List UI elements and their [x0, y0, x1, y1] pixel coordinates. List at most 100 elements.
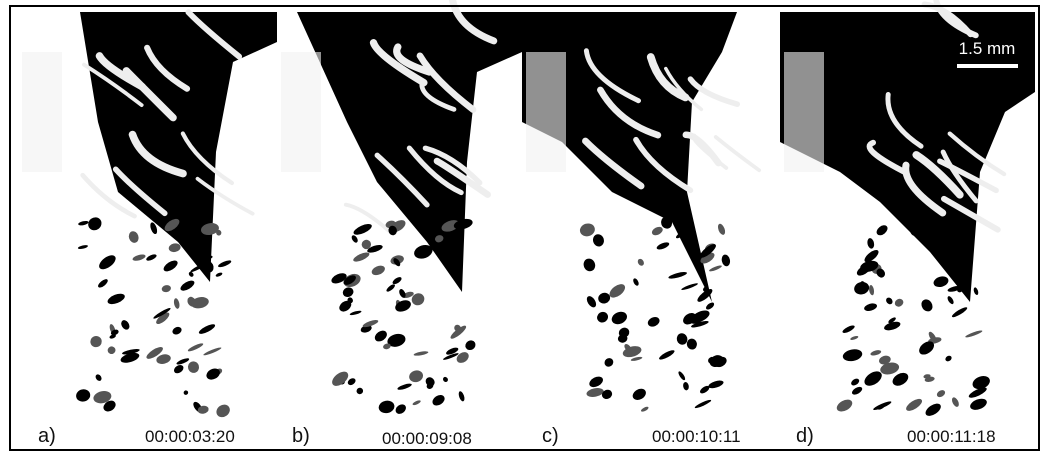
mesh-hole [919, 341, 935, 355]
mesh-hole [948, 252, 967, 263]
mesh-hole [409, 370, 424, 383]
mesh-hole [854, 282, 870, 295]
timestamp: 00:00:09:08 [382, 429, 472, 448]
mesh-hole [864, 249, 879, 263]
mesh-hole [378, 400, 395, 414]
mesh-hole [879, 355, 891, 365]
mesh-hole [383, 343, 391, 350]
mesh-hole [395, 300, 411, 312]
mesh-hole [360, 325, 372, 333]
mesh-hole [686, 338, 697, 350]
mesh-hole [450, 325, 467, 339]
branch [393, 43, 434, 76]
mesh-hole [579, 223, 595, 237]
branch [866, 139, 907, 175]
mesh-hole [353, 223, 372, 235]
mesh-hole [592, 234, 604, 247]
branch [912, 151, 964, 199]
mesh-hole [465, 340, 476, 351]
mesh-hole [446, 347, 459, 355]
mesh-hole [173, 365, 184, 374]
mesh-hole [630, 356, 643, 361]
mesh-hole [876, 268, 886, 278]
mesh-hole [161, 285, 171, 293]
mesh-hole [197, 255, 213, 261]
mesh-hole [218, 260, 232, 268]
mesh-hole [156, 312, 170, 324]
mesh-hole [203, 347, 222, 356]
mesh-hole [456, 352, 469, 363]
mesh-hole [870, 350, 882, 356]
mesh-hole [343, 275, 356, 285]
grey-patch [526, 52, 566, 172]
mesh-hole [371, 265, 385, 276]
mesh-hole [928, 331, 937, 343]
mesh-hole [342, 287, 354, 298]
mesh-hole [951, 307, 968, 318]
grey-patch [22, 52, 62, 172]
mesh-hole [877, 405, 885, 410]
mesh-hole [699, 244, 716, 258]
mesh-hole [945, 355, 952, 362]
mesh-hole [188, 271, 194, 277]
mesh-hole [651, 226, 663, 236]
mesh-hole [691, 320, 709, 328]
mesh-hole [347, 378, 356, 386]
mesh-hole [933, 276, 949, 288]
mesh-hole [120, 352, 140, 363]
mesh-hole [206, 368, 220, 380]
branch [933, 0, 979, 39]
mesh-hole [121, 320, 130, 330]
mesh-hole [332, 371, 349, 386]
mesh-hole [454, 324, 461, 332]
mesh-hole [176, 358, 190, 365]
mesh-hole [842, 349, 863, 362]
mesh-hole [153, 308, 171, 319]
mesh-hole [393, 258, 401, 267]
mesh-hole [852, 386, 863, 395]
mesh-hole [632, 388, 646, 400]
branch [597, 86, 662, 139]
mesh-hole [77, 245, 88, 249]
mesh-hole [604, 358, 614, 367]
mesh-hole [586, 296, 597, 308]
mesh-hole [164, 218, 180, 232]
mesh-hole [836, 399, 853, 412]
mesh-hole [150, 222, 158, 235]
mesh-hole [851, 378, 860, 386]
mesh-hole [888, 317, 896, 324]
branch [633, 136, 694, 194]
mesh-hole [426, 382, 434, 389]
mesh-hole [925, 403, 941, 416]
mesh-hole [598, 292, 611, 304]
mesh-hole [947, 296, 954, 305]
mesh-hole [412, 400, 421, 406]
mesh-hole [968, 387, 987, 398]
mesh-hole [884, 321, 901, 331]
branch [343, 202, 391, 233]
mesh-hole [172, 326, 182, 335]
mesh-hole [435, 235, 444, 243]
mesh-hole [216, 229, 222, 236]
mesh-hole [892, 372, 909, 386]
mesh-hole [441, 220, 460, 232]
image-panel [18, 9, 277, 420]
panels [18, 0, 1035, 420]
mesh-hole [361, 239, 372, 250]
mesh-hole [869, 285, 875, 296]
mesh-hole [867, 238, 875, 249]
mesh-hole [910, 229, 917, 236]
mesh-hole [183, 390, 189, 395]
mesh-hole [443, 376, 448, 383]
mesh-hole [432, 395, 445, 406]
mesh-hole [921, 299, 933, 312]
mesh-hole [678, 371, 686, 381]
branch [940, 149, 979, 204]
mesh-hole [864, 371, 882, 386]
mesh-hole [216, 404, 230, 418]
mesh-hole [676, 333, 688, 345]
mesh-hole [197, 405, 209, 414]
mesh-hole [146, 254, 157, 261]
branch [406, 145, 464, 196]
